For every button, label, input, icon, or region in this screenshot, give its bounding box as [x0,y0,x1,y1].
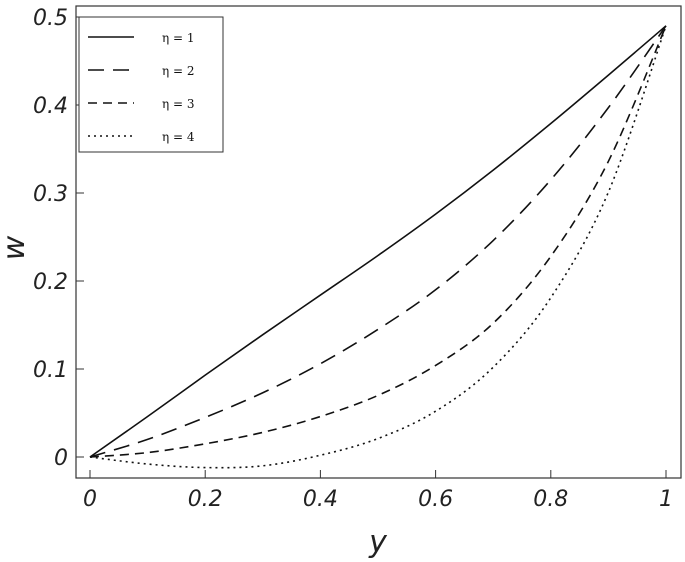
y-tick-label: 0 [54,446,68,471]
y-tick-label: 0.5 [33,6,68,31]
x-tick-label: 0.8 [533,487,568,512]
x-tick-label: 0.6 [418,487,453,512]
y-axis-label: w [0,235,32,260]
series-line-eta-3 [89,25,667,458]
x-tick-label: 0 [83,487,97,512]
axis-ticks: 0 0.2 0.4 0.6 0.8 1 0 0.1 0.2 0.3 0.4 0.5 [33,6,673,512]
legend-label-eta-3: η = 3 [162,97,195,111]
legend-label-eta-4: η = 4 [162,130,195,144]
legend-label-eta-2: η = 2 [162,64,195,78]
x-axis-label: y [368,525,388,560]
legend: η = 1 η = 2 η = 3 η = 4 [78,16,224,153]
plot-frame [75,5,682,479]
y-tick-label: 0.4 [33,94,68,119]
series-line-eta-2 [89,25,667,458]
x-tick-label: 0.4 [303,487,338,512]
legend-label-eta-1: η = 1 [162,31,195,45]
x-tick-label: 1 [659,487,673,512]
y-tick-label: 0.1 [33,358,68,383]
series-line-eta-1 [89,25,667,458]
series-line-eta-4 [89,25,667,469]
y-tick-label: 0.3 [33,182,68,207]
series-lines [89,25,667,469]
y-tick-label: 0.2 [33,270,68,295]
x-tick-label: 0.2 [188,487,223,512]
legend-box [78,16,224,153]
